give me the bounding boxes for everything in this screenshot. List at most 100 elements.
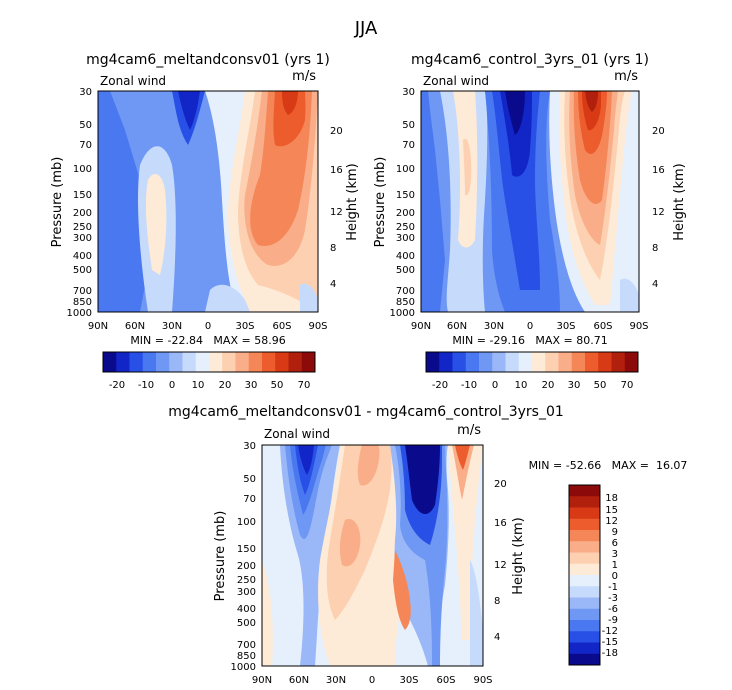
panel-2-colorbar-label: 0 — [492, 380, 498, 391]
panel-1-frame — [97, 90, 319, 313]
panel-2-colorbar-label: 30 — [568, 380, 581, 391]
panel-3-contour — [455, 445, 470, 470]
panel-1-ytick: 50 — [79, 120, 92, 131]
panel-1-x-ticks: 90N 60N 30N 0 30S 60S 90S — [88, 321, 328, 332]
panel-1-ytick: 200 — [73, 208, 92, 219]
panel-2-colorbar-label: 50 — [594, 380, 607, 391]
panel-3-ytick: 500 — [237, 618, 256, 629]
panel-3-contour — [339, 519, 361, 567]
panel-2-colorbar-swatch — [492, 352, 506, 372]
figure-title: JJA — [354, 18, 378, 39]
panel-2-contour — [505, 91, 525, 135]
panel-3-contour — [298, 445, 314, 475]
panel-1-colorbar-label: 0 — [169, 380, 175, 391]
panel-2-xtick: 60N — [447, 321, 467, 332]
panel-2-units: m/s — [614, 69, 638, 84]
panel-3-ytick: 400 — [237, 604, 256, 615]
panel-3-xtick: 90S — [473, 675, 492, 686]
panel-3-contour — [405, 445, 440, 515]
panel-2-colorbar-swatch — [545, 352, 559, 372]
panel-1-colorbar-swatch — [169, 352, 183, 372]
panel-3-colorbar-swatch — [569, 575, 600, 587]
panel-1-colorbar-label: 30 — [245, 380, 258, 391]
panel-3-colorbar-swatch — [569, 597, 600, 610]
panel-3-contour — [448, 445, 483, 640]
panel-1-height-tick: 20 — [330, 126, 343, 137]
panel-2-xtick: 0 — [527, 321, 533, 332]
panel-3-height-tick: 12 — [494, 560, 507, 571]
panel-3-frame — [261, 444, 484, 667]
panel-1-xtick: 60N — [125, 321, 145, 332]
panel-3-contour — [470, 560, 483, 666]
panel-1-contour — [145, 174, 167, 275]
panel-3-contour — [393, 550, 411, 630]
panel-1-contour — [273, 91, 306, 147]
panel-1-xtick: 60S — [272, 321, 291, 332]
panel-1-xtick: 90N — [88, 321, 108, 332]
panel-2-colorbar-swatch — [479, 352, 493, 372]
panel-3-colorbar-swatch — [569, 518, 600, 531]
panel-3-colorbar-label: 6 — [612, 538, 618, 549]
panel-3-colorbar-swatch — [569, 563, 600, 576]
panel-3-colorbar-label: -1 — [608, 582, 618, 593]
panel-3-stats: MIN = -52.66 MAX = 16.07 — [529, 459, 688, 472]
panel-1-ytick: 500 — [73, 265, 92, 276]
panel-3-colorbar-swatch — [569, 608, 600, 621]
panel-2-xtick: 90N — [411, 321, 431, 332]
panel-3-ytick: 1000 — [231, 662, 256, 673]
panel-1-ytick: 100 — [73, 164, 92, 175]
panel-3-ytick: 30 — [243, 441, 256, 452]
panel-1-colorbar-labels: -20 -10 0 10 20 30 50 70 — [109, 380, 311, 391]
panel-2-contour — [421, 91, 445, 312]
panel-1-colorbar-swatch — [103, 352, 117, 372]
panel-2-x-ticks: 90N 60N 30N 0 30S 60S 90S — [411, 321, 649, 332]
panel-3-colorbar-outline — [568, 484, 601, 666]
panel-1-height-ticks: 4 8 12 16 20 — [330, 126, 343, 290]
panel-1-variable-label: Zonal wind — [100, 74, 166, 88]
panel-3-colorbar-label: 9 — [612, 527, 618, 538]
panel-2-ytick: 400 — [396, 251, 415, 262]
panel-2-ytick: 300 — [396, 233, 415, 244]
panel-2-height-tick: 20 — [652, 126, 665, 137]
panel-1-contour — [98, 91, 150, 312]
panel-3-x-ticks: 90N 60N 30N 0 30S 60S 90S — [252, 675, 493, 686]
panel-3-colorbar-swatch — [569, 485, 600, 497]
panel-1-xtick: 30S — [235, 321, 254, 332]
panel-3-height-tick: 16 — [494, 518, 507, 529]
panel-3-colorbar-label: -15 — [602, 637, 618, 648]
panel-1-colorbar-label: -20 — [109, 380, 125, 391]
panel-3-colorbar-swatch — [569, 620, 600, 632]
panel-3-colorbar-label: 18 — [605, 493, 618, 504]
panel-1-colorbar-swatch — [262, 352, 276, 372]
panel-1-colorbar-swatch — [182, 352, 197, 372]
panel-3: mg4cam6_meltandconsv01 - mg4cam6_control… — [168, 404, 687, 686]
panel-2-xtick: 90S — [629, 321, 648, 332]
panel-3-height-tick: 8 — [494, 596, 500, 607]
panel-3-colorbar-label: 1 — [612, 560, 618, 571]
panel-2-colorbar-swatch — [518, 352, 533, 372]
panel-2-ytick: 850 — [396, 297, 415, 308]
panel-3-xtick: 60N — [289, 675, 309, 686]
panel-2-height-tick: 12 — [652, 207, 665, 218]
panel-3-height-tick: 20 — [494, 479, 507, 490]
panel-2-contour — [585, 91, 598, 112]
panel-1-contour — [282, 91, 298, 115]
panel-1-xtick: 0 — [205, 321, 211, 332]
panel-3-contour — [452, 445, 474, 500]
panel-3-colorbar-label: 15 — [605, 505, 618, 516]
panel-1: mg4cam6_meltandconsv01 (yrs 1) Zonal win… — [50, 52, 360, 391]
panel-3-xtick: 60S — [436, 675, 455, 686]
panel-3-xtick: 30S — [399, 675, 418, 686]
panel-1-ytick: 30 — [79, 87, 92, 98]
panel-2-field — [421, 91, 639, 312]
panel-2-ytick: 700 — [396, 286, 415, 297]
panel-2-ytick: 250 — [396, 222, 415, 233]
panel-2-colorbar-label: 10 — [515, 380, 528, 391]
panel-1-stats: MIN = -22.84 MAX = 58.96 — [130, 334, 285, 347]
panel-2-colorbar-swatch — [505, 352, 520, 372]
panel-2-colorbar-swatch — [465, 352, 480, 372]
panel-2-ytick: 500 — [396, 265, 415, 276]
panel-1-height-tick: 4 — [330, 279, 336, 290]
panel-3-colorbar-label: -18 — [602, 648, 618, 659]
panel-3-colorbar-swatch — [569, 530, 600, 542]
